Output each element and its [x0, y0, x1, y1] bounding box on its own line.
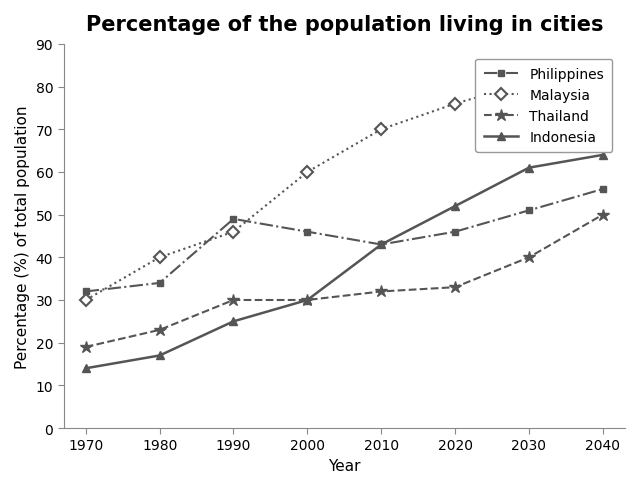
- Indonesia: [156, 353, 163, 359]
- Thailand: [451, 285, 459, 290]
- Line: Malaysia: Malaysia: [81, 70, 607, 305]
- Malaysia: [82, 298, 90, 304]
- Line: Philippines: Philippines: [83, 186, 606, 295]
- Thailand: [525, 255, 533, 261]
- Philippines: [525, 208, 533, 214]
- Indonesia: [378, 242, 385, 248]
- Line: Indonesia: Indonesia: [81, 151, 607, 373]
- Malaysia: [378, 127, 385, 133]
- Indonesia: [230, 319, 237, 325]
- Thailand: [82, 345, 90, 350]
- Indonesia: [599, 153, 607, 159]
- Indonesia: [82, 366, 90, 371]
- Malaysia: [156, 255, 163, 261]
- Malaysia: [525, 80, 533, 86]
- Philippines: [451, 229, 459, 235]
- Malaysia: [451, 102, 459, 107]
- Thailand: [156, 327, 163, 333]
- Legend: Philippines, Malaysia, Thailand, Indonesia: Philippines, Malaysia, Thailand, Indones…: [475, 60, 612, 153]
- Philippines: [156, 281, 163, 286]
- Philippines: [82, 289, 90, 295]
- Philippines: [599, 187, 607, 193]
- Thailand: [230, 298, 237, 304]
- Thailand: [599, 212, 607, 218]
- Thailand: [303, 298, 311, 304]
- Line: Thailand: Thailand: [79, 209, 609, 353]
- X-axis label: Year: Year: [328, 458, 360, 473]
- Malaysia: [599, 72, 607, 78]
- Thailand: [378, 289, 385, 295]
- Indonesia: [451, 203, 459, 209]
- Philippines: [378, 242, 385, 248]
- Philippines: [230, 217, 237, 223]
- Title: Percentage of the population living in cities: Percentage of the population living in c…: [86, 15, 603, 35]
- Malaysia: [303, 170, 311, 176]
- Indonesia: [525, 165, 533, 171]
- Malaysia: [230, 229, 237, 235]
- Y-axis label: Percentage (%) of total population: Percentage (%) of total population: [15, 105, 30, 368]
- Philippines: [303, 229, 311, 235]
- Indonesia: [303, 298, 311, 304]
